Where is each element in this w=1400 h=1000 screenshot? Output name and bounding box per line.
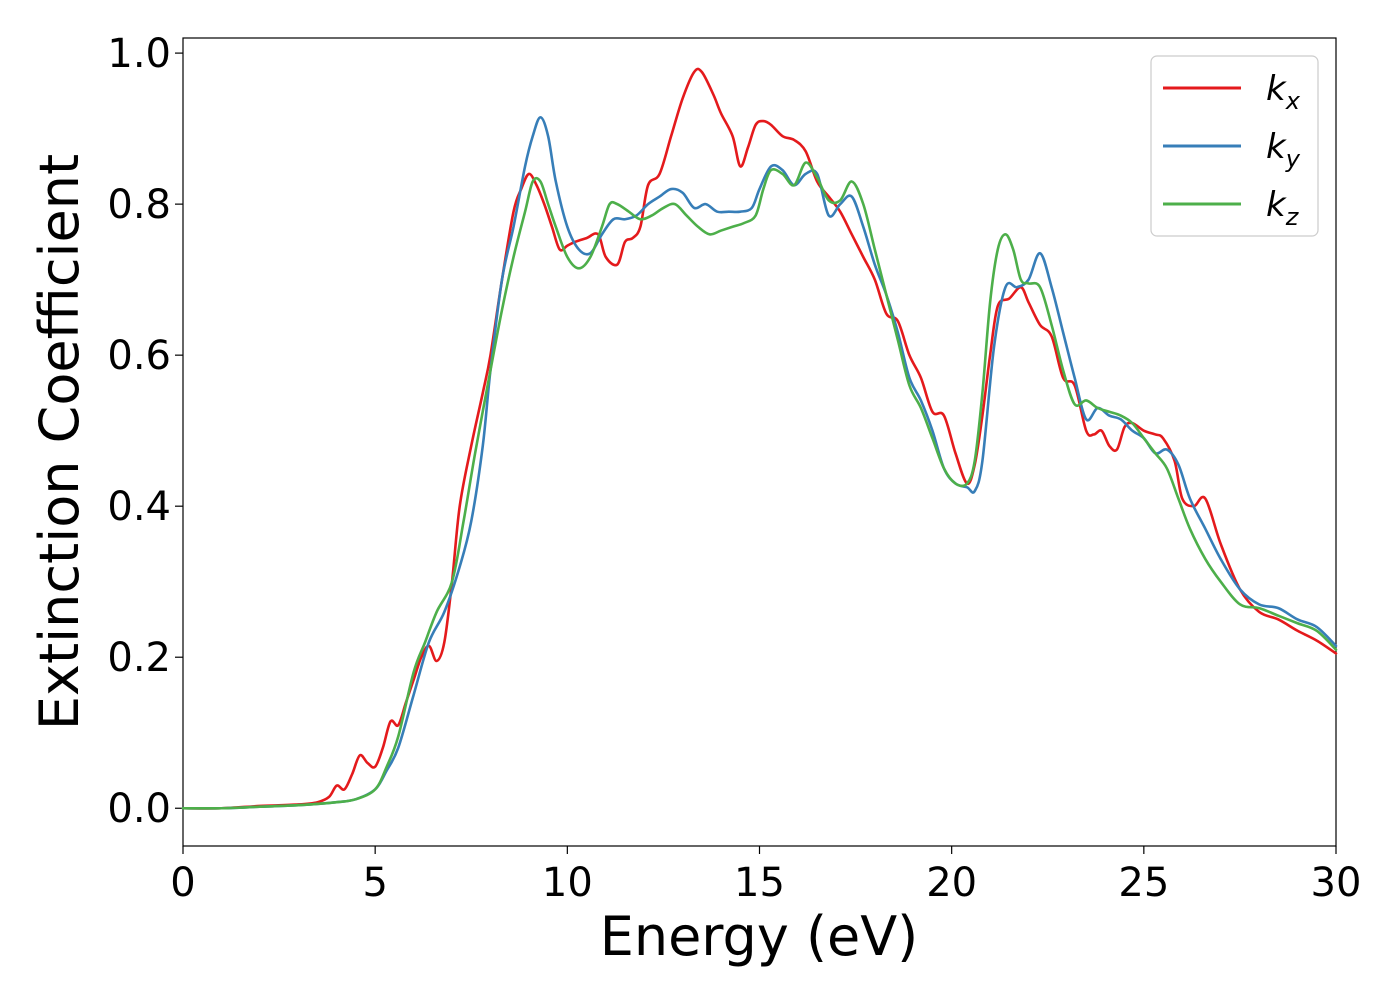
legend-label-subscript: x	[1285, 87, 1301, 115]
y-axis: 0.0 0.2 0.4 0.6 0.8 1.0	[107, 31, 183, 832]
series-lines	[181, 67, 1338, 810]
legend-label-symbol: k	[1266, 185, 1287, 225]
y-tick-label: 0.0	[107, 786, 171, 832]
series-line-kz	[181, 161, 1338, 810]
x-axis: 0 5 10 15 20 25 30	[170, 846, 1361, 906]
legend-label-symbol: k	[1266, 69, 1287, 109]
legend-label-kx: kx	[1266, 69, 1301, 115]
legend-label-symbol: k	[1266, 127, 1287, 167]
x-axis-label: Energy (eV)	[600, 905, 919, 968]
x-tick-label: 30	[1311, 860, 1362, 906]
y-tick-label: 0.6	[107, 333, 171, 379]
legend-label-subscript: y	[1285, 145, 1301, 173]
y-tick-label: 0.8	[107, 182, 171, 228]
y-axis-label: Extinction Coefficient	[28, 154, 91, 730]
x-tick-label: 0	[170, 860, 195, 906]
legend-label-subscript: z	[1285, 203, 1300, 231]
y-tick-label: 0.2	[107, 635, 171, 681]
x-tick-label: 10	[542, 860, 593, 906]
legend-label-kz: kz	[1266, 185, 1300, 231]
y-tick-label: 0.4	[107, 484, 171, 530]
x-tick-label: 15	[734, 860, 785, 906]
x-tick-label: 20	[926, 860, 977, 906]
x-tick-label: 5	[362, 860, 387, 906]
y-tick-label: 1.0	[107, 31, 171, 77]
legend-label-ky: ky	[1266, 127, 1301, 173]
x-tick-label: 25	[1118, 860, 1169, 906]
